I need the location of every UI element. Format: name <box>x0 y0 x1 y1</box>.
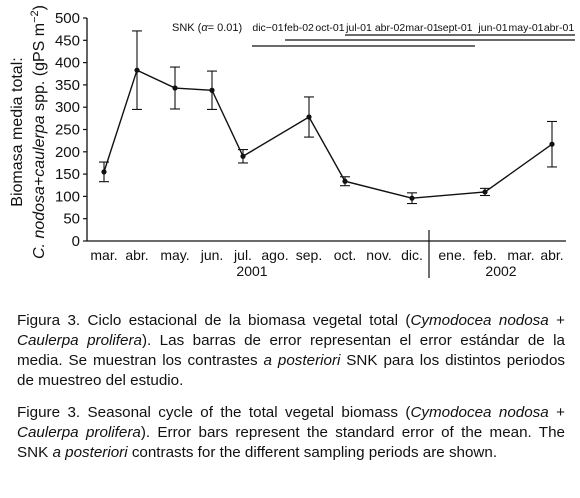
y-tick-label: 200 <box>55 144 80 161</box>
data-point <box>549 141 555 147</box>
y-tick-label: 150 <box>55 166 80 183</box>
caption-es-text-1: Ciclo estacional de la biomasa vegetal t… <box>80 312 411 329</box>
x-tick-label: abr. <box>540 247 563 263</box>
x-tick-label: ago. <box>261 247 288 263</box>
x-tick-label: dic. <box>401 247 423 263</box>
caption-en-text-1: Seasonal cycle of the total vegetal biom… <box>80 404 411 421</box>
y-tick-label: 0 <box>72 233 80 250</box>
data-point <box>101 169 107 175</box>
caption-english: Figure 3. Seasonal cycle of the total ve… <box>17 403 565 463</box>
y-tick-label: 250 <box>55 122 80 139</box>
y-tick-label: 450 <box>55 32 80 49</box>
snk-group-label: feb-02 <box>284 22 314 34</box>
x-tick-label: mar. <box>507 247 534 263</box>
snk-group-label: may-01 <box>508 22 543 34</box>
year-label-2002: 2002 <box>485 263 516 279</box>
caption-en-posteriori: a posteriori <box>52 444 128 461</box>
snk-group-label: abr-02 <box>375 22 406 34</box>
snk-group-label: dic−01 <box>252 22 283 34</box>
x-tick-label: oct. <box>334 247 357 263</box>
snk-group-label: mar-01 <box>405 22 438 34</box>
caption-es-text-4: SNK para los distintos periodos de muest… <box>17 352 565 389</box>
snk-group-label: abr-01 <box>544 22 575 34</box>
x-tick-label: may. <box>160 247 189 263</box>
data-point <box>209 87 215 93</box>
snk-group-label: jun-01 <box>477 22 507 34</box>
y-tick-label: 500 <box>55 10 80 27</box>
y-tick-label: 50 <box>63 211 80 228</box>
caption-en-species-1: Cymodocea nodosa <box>410 404 549 421</box>
y-axis-label-species: C. nodosa+caulerpa <box>31 115 48 259</box>
caption-es-text-2: + <box>548 312 565 329</box>
y-axis-label-close: ) <box>31 5 48 10</box>
caption-en-text-3: ). Error bars represent the standard err… <box>17 424 565 461</box>
x-tick-label: jun. <box>200 247 224 263</box>
data-point <box>409 195 415 201</box>
data-point <box>342 178 348 184</box>
y-axis-label-line1: Biomasa media total: <box>9 57 26 206</box>
biomass-series-line <box>103 69 553 199</box>
snk-title-text: SNK ( <box>172 22 202 34</box>
y-tick-label: 400 <box>55 55 80 72</box>
y-axis-label-exponent: −2 <box>29 10 41 23</box>
year-label-2001: 2001 <box>236 263 267 279</box>
data-point <box>306 114 312 120</box>
caption-es-species-1: Cymodocea nodosa <box>410 312 549 329</box>
data-point <box>134 67 140 73</box>
y-axis-label-units: spp. (gPS m <box>31 23 48 115</box>
x-tick-label: mar. <box>90 247 117 263</box>
snk-group-label: oct-01 <box>315 22 344 34</box>
data-point <box>482 189 488 195</box>
caption-en-species-2: Caulerpa prolifera <box>17 424 141 441</box>
x-tick-label: nov. <box>366 247 391 263</box>
caption-en-text-4: contrasts for the different sampling per… <box>127 444 498 461</box>
caption-es-species-2: Caulerpa prolifera <box>17 332 142 349</box>
data-point <box>172 85 178 91</box>
y-tick-label: 300 <box>55 99 80 116</box>
snk-alpha-symbol: α <box>201 22 208 34</box>
caption-es-text-3: ). Las barras de error representan el er… <box>17 332 565 369</box>
y-tick-label: 100 <box>55 188 80 205</box>
caption-en-text-2: + <box>548 404 565 421</box>
y-tick-label: 350 <box>55 77 80 94</box>
biomass-chart: 0 50 100 150 200 250 300 350 400 450 500 mar. abr. ma… <box>9 5 575 279</box>
x-tick-label: abr. <box>125 247 148 263</box>
data-point <box>240 153 246 159</box>
caption-es-label: Figura 3. <box>17 312 81 329</box>
snk-group-label: sept-01 <box>437 22 472 34</box>
snk-alpha-value: = 0.01) <box>208 22 243 34</box>
caption-spanish: Figura 3. Ciclo estacional de la biomasa… <box>17 311 565 391</box>
snk-title: SNK (α= 0.01) <box>172 22 242 34</box>
y-axis-label-line2: C. nodosa+caulerpa spp. (gPS m−2) <box>29 5 48 259</box>
caption-en-label: Figure 3. <box>17 404 81 421</box>
x-tick-label: feb. <box>473 247 496 263</box>
x-tick-label: sep. <box>296 247 322 263</box>
snk-group-label: jul-01 <box>345 22 372 34</box>
caption-es-posteriori: a posteriori <box>263 352 341 369</box>
x-tick-label: ene. <box>438 247 465 263</box>
x-tick-label: jul. <box>233 247 252 263</box>
